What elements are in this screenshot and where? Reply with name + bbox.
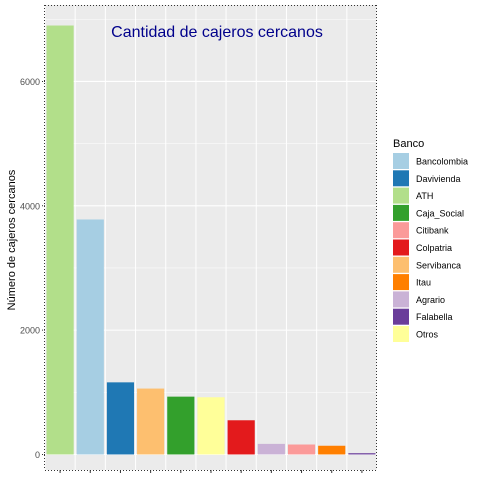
bar-bancolombia [76,219,104,455]
legend-label: Colpatria [416,243,452,253]
y-tick-label: 4000 [20,201,40,211]
y-tick-label: 6000 [20,77,40,87]
bar-davivienda [106,382,135,455]
legend-label: ATH [416,191,433,201]
legend-swatch [393,187,409,204]
legend-label: Bancolombia [416,157,468,167]
grid-lines [44,5,378,470]
y-axis-label: Número de cajeros cercanos [6,169,18,310]
legend-swatch [393,204,409,221]
legend-swatch [393,274,409,291]
bar-falabella [348,453,376,455]
legend-label: Servibanca [416,260,461,270]
bar-otros [197,397,225,455]
bar-agrario [257,443,285,455]
legend: Bancolombia Davivienda ATH Caja_Social Citib… [393,153,468,342]
bar-citibank [287,444,316,455]
legend-swatch [393,170,409,187]
y-tick-label: 2000 [20,326,40,336]
bar-caja-social [167,396,195,455]
legend-swatch [393,326,409,342]
legend-label: Agrario [416,295,445,305]
legend-swatch [393,153,409,169]
bar-servibanca [137,388,165,455]
legend-swatch [393,291,409,308]
bars [46,25,376,455]
legend-swatch [393,239,409,256]
legend-label: Itau [416,278,431,288]
bar-colpatria [227,420,255,455]
legend-label: Falabella [416,312,453,322]
legend-swatch [393,308,409,325]
chart-title: Cantidad de cajeros cercanos [111,24,323,41]
y-axis: 0 2000 4000 6000 [20,5,363,473]
legend-swatch [393,256,409,273]
bar-itau [318,445,346,455]
bar-ath [46,25,74,455]
y-tick-label: 0 [35,450,40,460]
legend-label: Otros [416,330,439,340]
legend-label: Citibank [416,226,449,236]
legend-label: Davivienda [416,174,461,184]
legend-title: Banco [393,138,424,150]
legend-swatch [393,222,409,239]
legend-label: Caja_Social [416,208,464,218]
